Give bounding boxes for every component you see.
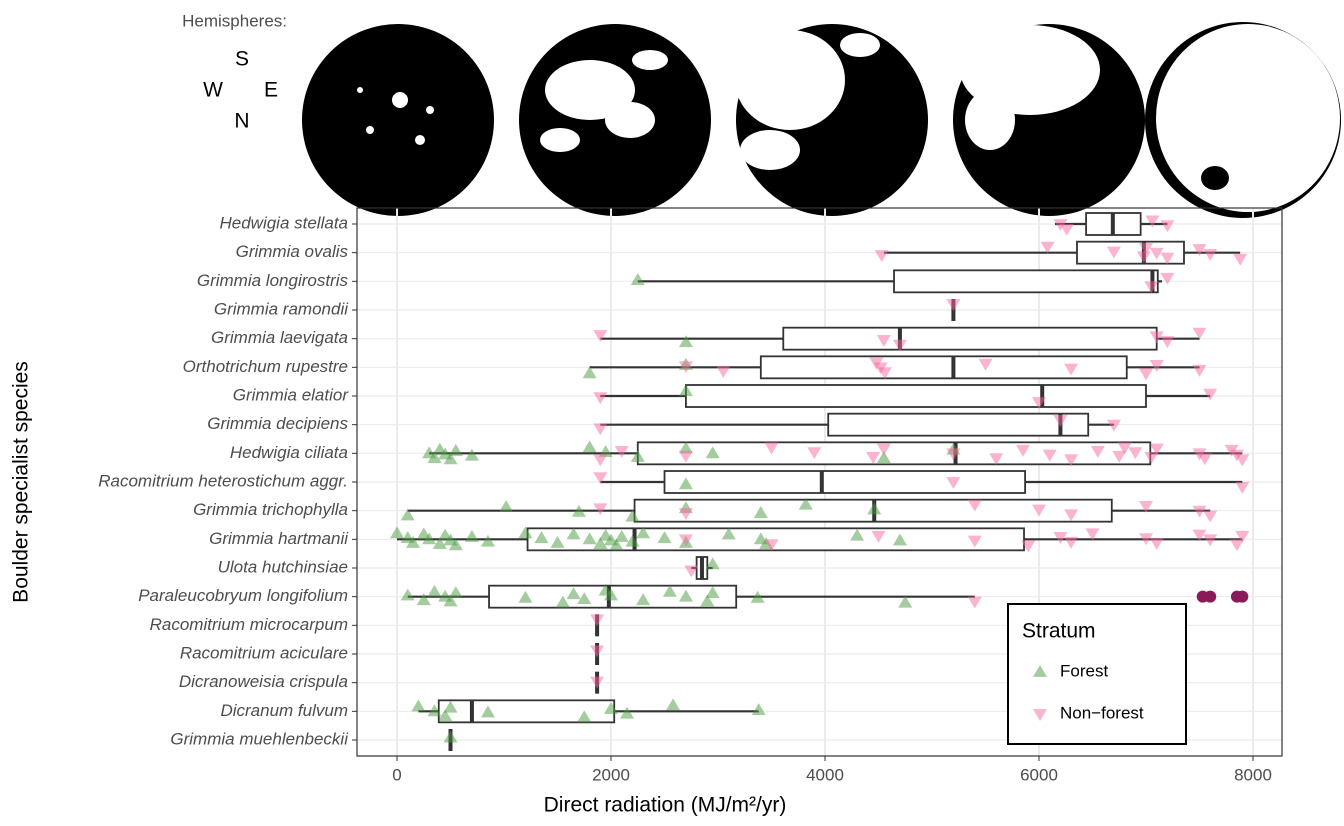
point [593, 423, 607, 435]
compass-w: W [203, 79, 223, 102]
point [583, 440, 597, 452]
box [894, 270, 1158, 292]
legend-title: Stratum [1022, 620, 1096, 643]
point [1193, 365, 1207, 377]
legend: Stratum Forest Non−forest [1008, 604, 1186, 744]
point [499, 500, 513, 512]
point [716, 366, 730, 378]
point [481, 535, 495, 547]
box [665, 471, 1026, 493]
y-tick-label: Dicranum fulvum [220, 701, 348, 720]
point [593, 503, 607, 515]
compass-n: N [234, 110, 249, 133]
legend-label: Forest [1060, 661, 1108, 680]
y-tick-label: Paraleucobryum longifolium [138, 586, 348, 605]
y-tick-label: Grimmia laevigata [211, 328, 348, 347]
y-axis-title: Boulder specialist species [10, 361, 33, 603]
point [449, 586, 463, 598]
point [1064, 537, 1078, 549]
point [1233, 254, 1247, 266]
point [411, 700, 425, 712]
point [401, 588, 415, 600]
point [968, 597, 982, 609]
point [615, 446, 629, 458]
hemisphere-images [302, 22, 1341, 218]
compass-e: E [264, 79, 278, 102]
y-tick-label: Racomitrium aciculare [180, 643, 348, 662]
point [1203, 389, 1217, 401]
point [666, 698, 680, 710]
x-tick-label: 6000 [1020, 765, 1058, 784]
outlier [1236, 591, 1248, 603]
point [593, 330, 607, 342]
point [1060, 224, 1074, 236]
point [390, 526, 404, 538]
point [1160, 336, 1174, 348]
x-tick-label: 0 [392, 765, 401, 784]
point [620, 707, 634, 719]
box [686, 385, 1146, 407]
y-tick-label: Grimmia longirostris [197, 271, 349, 290]
y-tick-label: Grimmia muehlenbeckii [170, 729, 349, 748]
y-tick-label: Grimmia ramondii [214, 299, 349, 318]
point [631, 273, 645, 285]
point [1160, 273, 1174, 285]
point [1150, 538, 1164, 550]
point [465, 449, 479, 461]
point [449, 444, 463, 456]
y-tick-label: Grimmia elatior [233, 385, 350, 404]
box [828, 414, 1088, 436]
y-tick-label: Grimmia ovalis [236, 242, 349, 261]
y-tick-label: Ulota hutchinsiae [218, 557, 348, 576]
outlier [1204, 591, 1216, 603]
point [593, 392, 607, 404]
point [1203, 249, 1217, 261]
box [783, 328, 1156, 350]
point [590, 646, 604, 658]
chart: Hemispheres: S W E N Direct radiation (M… [0, 0, 1344, 826]
point [752, 703, 766, 715]
y-tick-label: Grimmia hartmanii [209, 529, 349, 548]
point [465, 530, 479, 542]
point [1203, 511, 1217, 523]
y-tick-label: Orthotrichum rupestre [183, 357, 348, 376]
point [679, 335, 693, 347]
hemispheres-label: Hemispheres: [182, 11, 287, 30]
x-tick-label: 8000 [1234, 765, 1272, 784]
compass-s: S [235, 48, 249, 71]
point [593, 454, 607, 466]
x-tick-label: 4000 [806, 765, 844, 784]
point [1235, 482, 1249, 494]
x-axis-title: Direct radiation (MJ/m²/yr) [544, 794, 787, 817]
point [1139, 368, 1153, 380]
point [1160, 220, 1174, 232]
y-tick-label: Grimmia decipiens [207, 414, 348, 433]
y-tick-label: Racomitrium heterostichum aggr. [98, 471, 348, 490]
legend-label: Non−forest [1060, 703, 1144, 722]
point [1145, 216, 1159, 228]
point [444, 731, 458, 743]
point [946, 299, 960, 311]
y-tick-label: Grimmia trichophylla [193, 500, 348, 519]
y-tick-label: Racomitrium microcarpum [150, 615, 348, 634]
point [875, 250, 889, 262]
y-tick-label: Hedwigia ciliata [230, 443, 348, 462]
y-tick-label: Hedwigia stellata [219, 213, 348, 232]
y-tick-label: Dicranoweisia crispula [179, 672, 348, 691]
point [427, 585, 441, 597]
point [590, 614, 604, 626]
x-tick-label: 2000 [592, 765, 630, 784]
